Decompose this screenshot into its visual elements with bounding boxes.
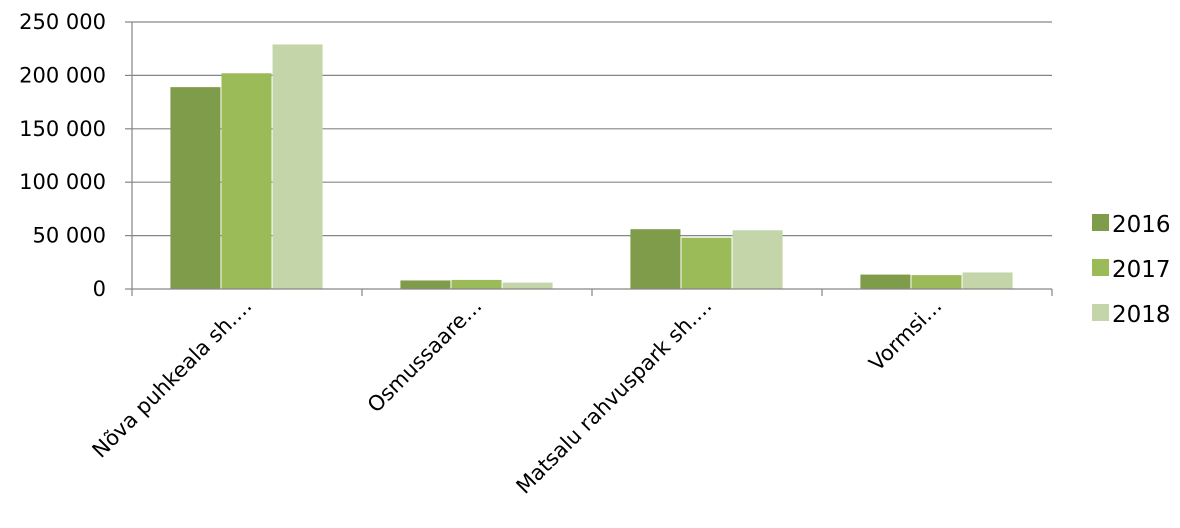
bar-2018-4 xyxy=(962,272,1013,289)
bar-2016-4 xyxy=(860,274,911,289)
x-tick-label: Osmussaare… xyxy=(363,294,487,418)
bar-2016-3 xyxy=(630,229,681,289)
y-tick-label: 150 000 xyxy=(19,117,106,141)
legend-label-2016: 2016 xyxy=(1112,212,1171,238)
bar-2016-2 xyxy=(400,280,451,289)
y-tick-label: 100 000 xyxy=(19,170,106,194)
bar-2017-2 xyxy=(451,279,502,289)
legend-swatch-2018 xyxy=(1092,304,1109,321)
bar-2018-1 xyxy=(272,44,323,289)
legend-label-2018: 2018 xyxy=(1112,302,1171,328)
bars xyxy=(170,44,1013,289)
x-tick-label: Matsalu rahvuspark sh.… xyxy=(512,294,717,499)
legend-swatch-2016 xyxy=(1092,214,1109,231)
bar-2018-3 xyxy=(732,230,783,289)
bar-2018-2 xyxy=(502,282,553,289)
y-tick-label: 0 xyxy=(93,277,106,301)
legend-label-2017: 2017 xyxy=(1112,257,1171,283)
bar-2016-1 xyxy=(170,87,221,289)
y-tick-label: 250 000 xyxy=(19,10,106,34)
x-tick-label: Nõva puhkeala sh.… xyxy=(88,294,257,463)
y-tick-label: 50 000 xyxy=(33,224,106,248)
x-tick-labels: Nõva puhkeala sh.… Osmussaare… Matsalu rah… xyxy=(88,294,947,499)
legend: 2016 2017 2018 xyxy=(1092,212,1171,328)
bar-2017-3 xyxy=(681,237,732,289)
x-tick-label: Vormsi… xyxy=(864,294,946,376)
axes xyxy=(125,21,1053,296)
bar-2017-4 xyxy=(911,275,962,289)
y-tick-label: 200 000 xyxy=(19,63,106,87)
legend-swatch-2017 xyxy=(1092,259,1109,276)
y-tick-labels: 0 50 000 100 000 150 000 200 000 250 000 xyxy=(19,10,106,301)
bar-2017-1 xyxy=(221,73,272,289)
